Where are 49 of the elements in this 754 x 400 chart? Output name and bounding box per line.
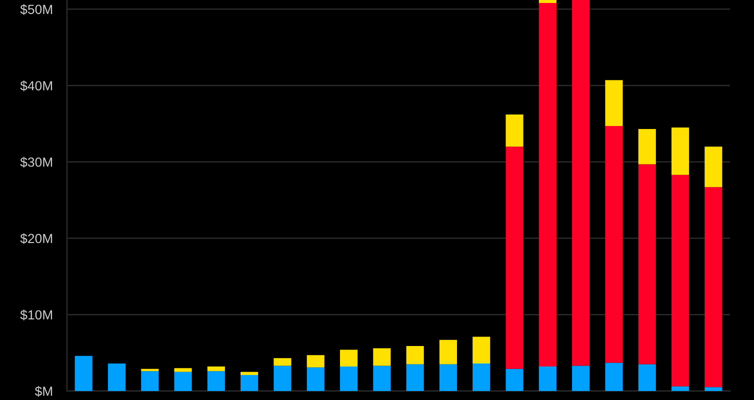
bar [704,187,722,388]
bar [638,364,656,391]
bar [406,364,424,391]
bar [638,164,656,364]
y-tick-label: $40M [20,80,52,92]
bar [538,3,556,367]
bar [572,366,590,391]
bar [340,366,358,391]
bar [141,371,159,391]
bar [74,356,92,391]
y-tick-label: $50M [20,4,52,15]
bar [274,358,292,366]
bar [506,368,524,391]
bar [572,0,590,366]
bar [174,368,192,372]
bar [274,366,292,391]
bar [108,364,126,391]
y-tick-label: $10M [20,310,52,320]
bar [306,367,324,391]
bar [306,355,324,368]
bar [506,114,524,147]
bar [439,340,458,364]
bar [174,372,192,391]
y-tick-label: $30M [20,156,52,168]
bar [373,366,391,391]
bar [207,366,225,372]
y-tick-label: $20M [20,233,52,244]
bar [671,128,690,175]
bar [538,366,556,391]
bar [472,336,490,364]
bar [605,80,623,126]
bar [240,372,258,375]
bar [373,348,391,366]
bar [538,0,556,4]
bar [605,126,623,363]
bar [605,362,623,391]
y-tick-label: $M [34,386,52,397]
bar [240,374,258,391]
bar [704,146,722,188]
bar [671,174,690,386]
bar [506,146,524,369]
bar [638,129,656,164]
bar [472,364,490,391]
bar [207,371,225,391]
bar [439,364,458,391]
bar [704,387,722,391]
bar [671,386,690,391]
bar [406,346,424,364]
bar [340,350,358,367]
